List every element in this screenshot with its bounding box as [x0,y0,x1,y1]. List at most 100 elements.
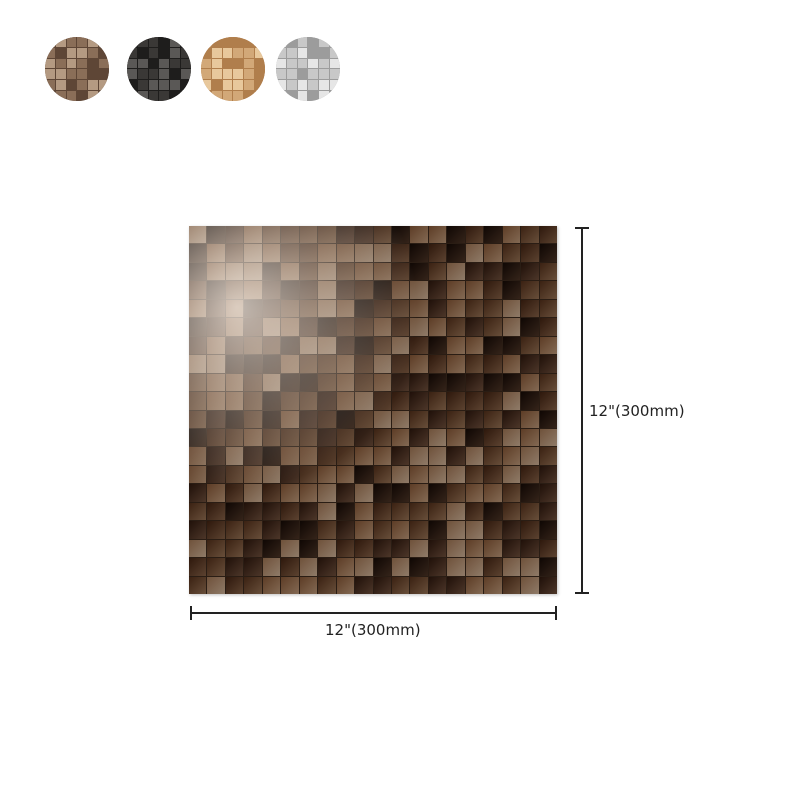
mosaic-cell [336,336,355,355]
mosaic-cell [262,576,281,594]
mosaic-cell [225,373,244,392]
height-dimension-label: 12"(300mm) [589,402,685,420]
color-swatch-black[interactable] [127,37,191,101]
mosaic-cell [189,392,207,410]
mosaic-cell [355,521,373,539]
mosaic-cell [484,244,502,262]
mosaic-cell [299,244,318,262]
mosaic-cell [281,428,299,447]
mosaic-cell [521,392,539,410]
mosaic-cell [410,428,428,447]
mosaic-cell [244,355,262,373]
mosaic-cell [410,521,428,539]
mosaic-cell [521,484,539,502]
mosaic-cell [281,318,299,336]
mosaic-cell [299,336,318,355]
mosaic-cell [410,410,428,428]
mosaic-cell [336,299,355,318]
mosaic-cell [447,336,465,355]
mosaic-cell [225,318,244,336]
swatch-cell [211,47,222,58]
swatch-cell [255,47,265,58]
mosaic-cell [225,447,244,465]
swatch-cell [137,37,148,47]
swatch-cell [222,80,233,91]
width-dimension-label: 12"(300mm) [325,621,421,639]
mosaic-cell [373,428,391,447]
mosaic-cell [521,576,539,594]
mosaic-cell [521,226,539,244]
swatch-cell [319,58,330,69]
mosaic-cell [502,226,521,244]
mosaic-cell [262,355,281,373]
mosaic-cell [318,244,336,262]
swatch-cell [201,37,211,47]
mosaic-cell [428,244,447,262]
mosaic-cell [355,299,373,318]
mosaic-cell [299,299,318,318]
mosaic-cell [447,502,465,521]
mosaic-cell [207,558,225,576]
mosaic-cell [502,539,521,558]
mosaic-cell [262,428,281,447]
mosaic-cell [428,576,447,594]
mosaic-cell [207,281,225,299]
swatch-cell [181,58,191,69]
mosaic-cell [539,465,557,484]
mosaic-cell [207,226,225,244]
mosaic-cell [189,336,207,355]
mosaic-cell [336,428,355,447]
swatch-cell [170,80,181,91]
mosaic-cell [465,226,484,244]
swatch-cell [201,91,211,101]
mosaic-cell [262,262,281,281]
mosaic-cell [502,299,521,318]
mosaic-cell [299,558,318,576]
mosaic-cell [391,410,410,428]
mosaic-cell [410,262,428,281]
mosaic-cell [207,336,225,355]
mosaic-cell [262,558,281,576]
color-swatch-silver[interactable] [276,37,340,101]
mosaic-cell [262,447,281,465]
swatch-cell [88,58,99,69]
mosaic-cell [447,539,465,558]
mosaic-cell [244,262,262,281]
mosaic-cell [373,299,391,318]
mosaic-cell [318,281,336,299]
swatch-cell [297,80,308,91]
mosaic-cell [189,521,207,539]
swatch-cell [255,69,265,80]
swatch-cell [276,80,286,91]
mosaic-cell [189,244,207,262]
swatch-cell [255,58,265,69]
color-swatch-bronze[interactable] [45,37,109,101]
color-swatch-gold[interactable] [201,37,265,101]
mosaic-cell [447,373,465,392]
mosaic-cell [373,539,391,558]
swatch-cell [276,69,286,80]
mosaic-cell [410,244,428,262]
mosaic-cell [299,392,318,410]
mosaic-cell [428,521,447,539]
mosaic-cell [336,281,355,299]
mosaic-cell [189,447,207,465]
swatch-cell [286,91,297,101]
mosaic-cell [225,576,244,594]
mosaic-cell [391,355,410,373]
mosaic-cell [244,539,262,558]
mosaic-cell [281,447,299,465]
mosaic-cell [207,355,225,373]
mosaic-cell [225,226,244,244]
mosaic-cell [391,576,410,594]
mosaic-cell [502,410,521,428]
mosaic-cell [391,262,410,281]
mosaic-cell [373,318,391,336]
mosaic-cell [189,299,207,318]
mosaic-cell [521,521,539,539]
mosaic-cell [502,318,521,336]
mosaic-cell [539,336,557,355]
swatch-cell [148,91,159,101]
mosaic-cell [262,410,281,428]
mosaic-cell [391,336,410,355]
